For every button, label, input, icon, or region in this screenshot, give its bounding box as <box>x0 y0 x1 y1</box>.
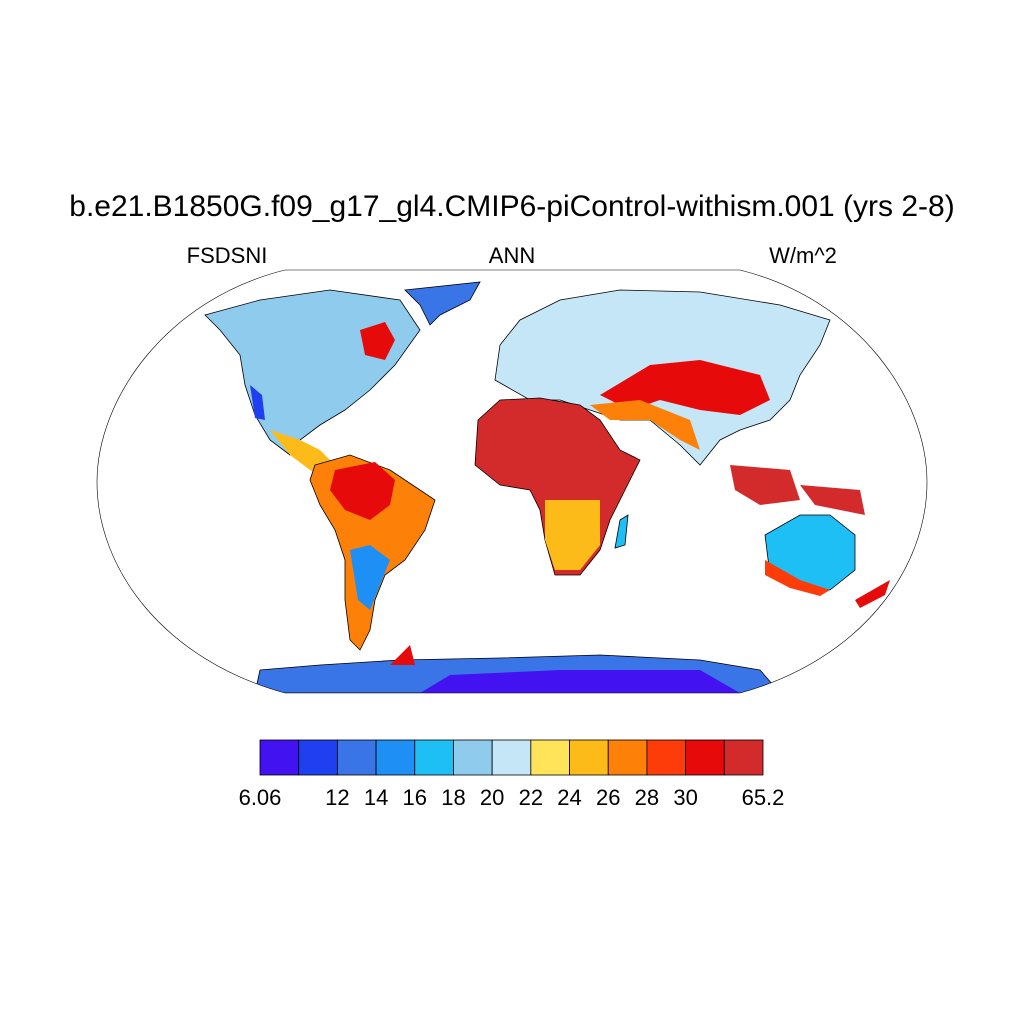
colorbar-label: 22 <box>519 785 543 810</box>
africa-south <box>545 500 600 570</box>
title: b.e21.B1850G.f09_g17_gl4.CMIP6-piControl… <box>69 190 954 223</box>
colorbar-label: 28 <box>635 785 659 810</box>
indonesia <box>730 465 865 515</box>
colorbar-label: 65.2 <box>742 785 785 810</box>
colorbar-box <box>491 739 532 776</box>
new-zealand <box>855 580 890 608</box>
asia-orange <box>590 400 700 450</box>
colorbar-box <box>453 739 493 776</box>
colorbar-label: 14 <box>364 785 388 810</box>
map <box>96 269 928 694</box>
madagascar <box>614 514 629 549</box>
colorbar-label: 12 <box>325 785 349 810</box>
colorbar-label: 18 <box>441 785 465 810</box>
colorbar-label: 20 <box>480 785 504 810</box>
antarctic-peninsula <box>390 645 415 665</box>
colorbar-box <box>298 739 338 776</box>
australia-edge <box>765 560 830 596</box>
north-america <box>204 289 421 456</box>
sa-south <box>350 545 390 610</box>
colorbar-label: 30 <box>673 785 697 810</box>
antarctica-interior <box>420 670 740 693</box>
colorbar-box <box>723 739 764 776</box>
colorbar-box <box>375 739 416 776</box>
colorbar-box <box>569 739 609 776</box>
map-outline <box>96 269 928 694</box>
variable-label: FSDSNI <box>187 243 268 268</box>
colorbar-box <box>646 739 687 776</box>
season-label: ANN <box>489 243 535 268</box>
units-label: W/m^2 <box>769 243 837 268</box>
greenland <box>404 281 481 326</box>
na-canada-red <box>360 322 395 360</box>
colorbar-label: 24 <box>557 785 581 810</box>
colorbar-label: 6.06 <box>239 785 282 810</box>
colorbar: 6.06 12 14 16 18 20 22 24 26 28 30 65.2 <box>239 739 785 810</box>
colorbar-box <box>685 739 725 776</box>
na-west-blue <box>250 385 265 420</box>
colorbar-box <box>336 739 377 776</box>
colorbar-box <box>259 739 300 776</box>
colorbar-box <box>607 739 648 776</box>
colorbar-label: 16 <box>403 785 427 810</box>
colorbar-box <box>530 739 570 776</box>
sa-amazon <box>330 462 395 520</box>
colorbar-box <box>414 739 454 776</box>
colorbar-label: 26 <box>596 785 620 810</box>
